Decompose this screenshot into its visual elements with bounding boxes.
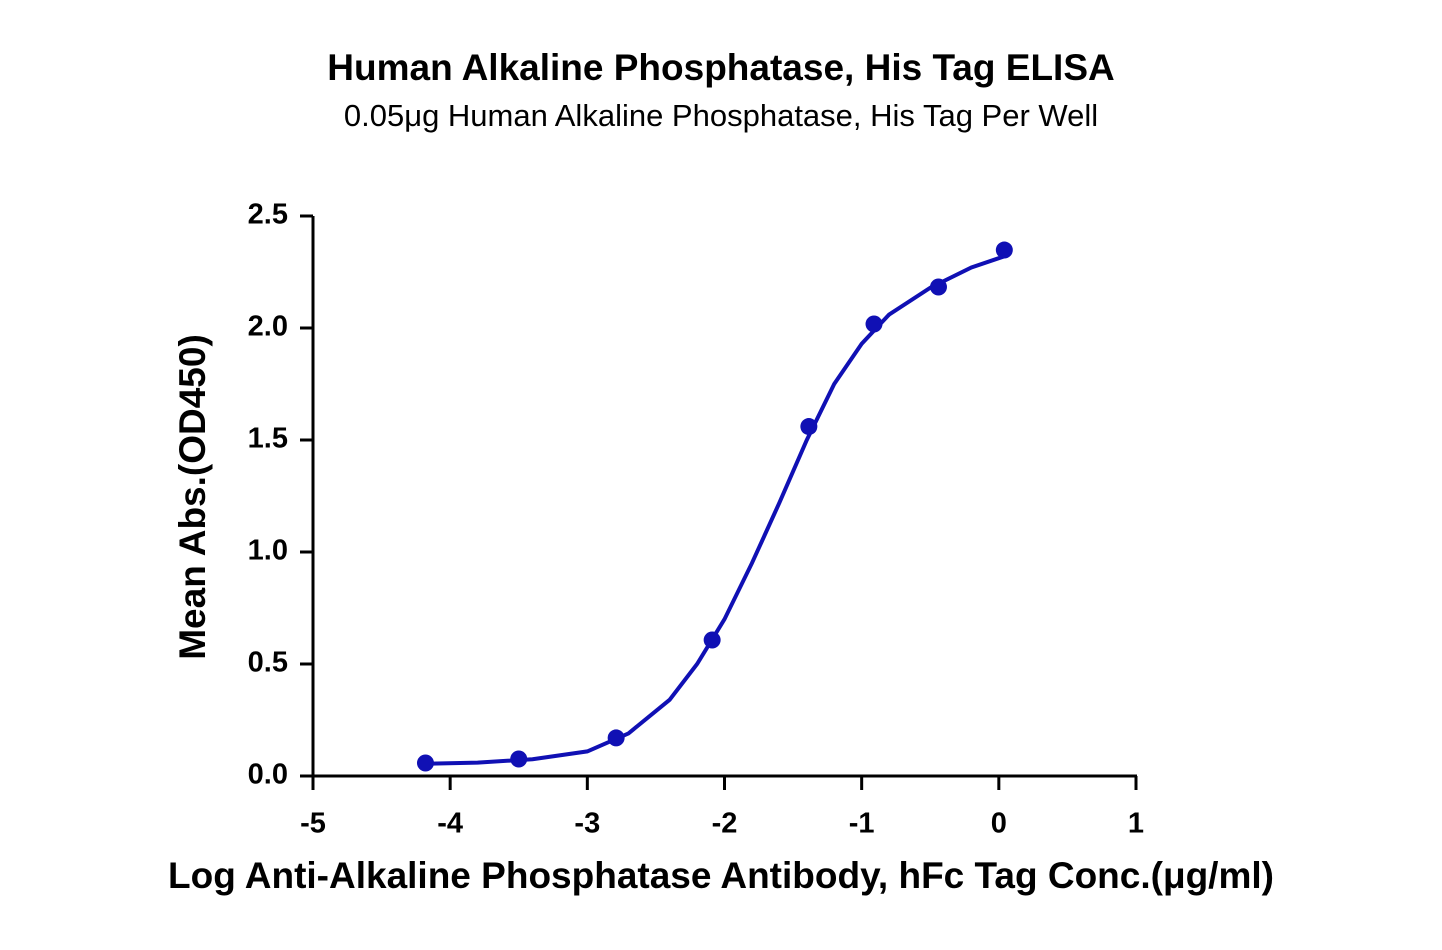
x-tick-label: 1 [1128, 808, 1144, 840]
data-point [607, 729, 625, 747]
data-point [800, 418, 818, 436]
y-tick-label: 1.5 [248, 423, 288, 455]
data-point [929, 278, 947, 296]
data-point [995, 241, 1013, 259]
y-tick-label: 1.0 [248, 535, 288, 567]
data-point [510, 750, 528, 768]
x-tick-label: -4 [437, 808, 463, 840]
y-tick-label: 2.0 [248, 311, 288, 343]
x-tick-label: -3 [574, 808, 600, 840]
x-tick-label: -5 [300, 808, 326, 840]
x-tick-label: -1 [849, 808, 875, 840]
data-point [865, 315, 883, 333]
y-tick-label: 0.0 [248, 759, 288, 791]
fit-curve [425, 254, 1005, 766]
y-tick-label: 0.5 [248, 647, 288, 679]
data-point [703, 631, 721, 649]
y-tick-label: 2.5 [248, 199, 288, 231]
chart-title: Human Alkaline Phosphatase, His Tag ELIS… [327, 47, 1114, 88]
x-tick-label: 0 [991, 808, 1007, 840]
data-point [416, 754, 434, 772]
x-tick-label: -2 [712, 808, 738, 840]
chart-subtitle: 0.05μg Human Alkaline Phosphatase, His T… [344, 98, 1098, 133]
y-axis-label: Mean Abs.(OD450) [172, 334, 213, 660]
x-axis-label: Log Anti-Alkaline Phosphatase Antibody, … [168, 855, 1274, 896]
